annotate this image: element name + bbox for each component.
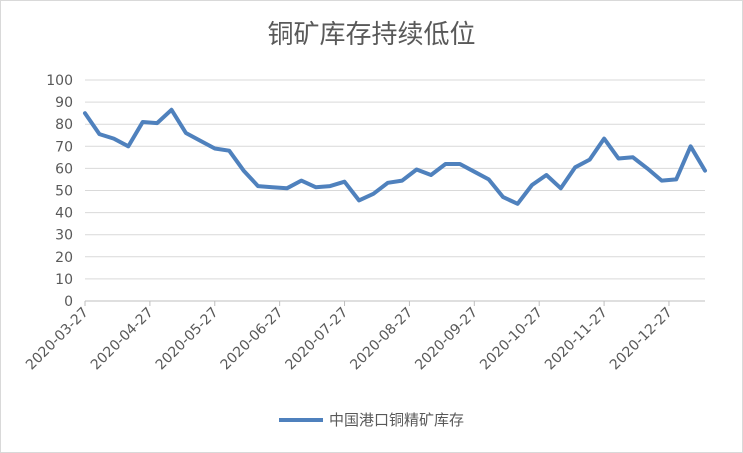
data-point [314, 185, 318, 189]
data-point [400, 179, 404, 183]
data-point [155, 121, 159, 125]
y-tick-label: 80 [55, 117, 73, 133]
data-point [616, 156, 620, 160]
data-point [285, 186, 289, 190]
y-axis: 0 10 20 30 40 50 60 70 80 90 100 [46, 73, 73, 310]
legend-label: 中国港口铜精矿库存 [328, 411, 464, 429]
x-tick-label: 2020-04-27 [88, 305, 157, 374]
data-point [645, 166, 649, 170]
y-tick-label: 10 [55, 272, 73, 288]
chart-title: 铜矿库存持续低位 [267, 20, 476, 50]
data-point [602, 137, 606, 141]
data-point [97, 132, 101, 136]
data-point [472, 170, 476, 174]
data-point [689, 144, 693, 148]
data-point [371, 192, 375, 196]
gridlines [85, 79, 705, 280]
data-point [184, 131, 188, 135]
data-point [674, 177, 678, 181]
x-axis: 2020-03-272020-04-272020-05-272020-06-27… [23, 300, 705, 374]
data-point [343, 180, 347, 184]
x-tick-label: 2020-07-27 [283, 305, 352, 374]
x-tick-label: 2020-03-27 [23, 305, 92, 374]
series-line [83, 107, 707, 206]
data-point [198, 139, 202, 143]
x-tick-label: 2020-06-27 [218, 305, 287, 374]
data-point [544, 173, 548, 177]
y-tick-label: 90 [55, 95, 73, 111]
y-tick-label: 30 [55, 228, 73, 244]
data-point [458, 162, 462, 166]
data-point [631, 155, 635, 159]
data-point [83, 111, 87, 115]
data-point [170, 108, 174, 112]
y-tick-label: 50 [55, 184, 73, 200]
y-tick-label: 60 [55, 161, 73, 177]
data-point [487, 177, 491, 181]
data-point [501, 195, 505, 199]
data-point [213, 147, 217, 151]
x-tick-label: 2020-09-27 [412, 305, 481, 374]
y-tick-label: 20 [55, 250, 73, 266]
data-point [516, 202, 520, 206]
data-point [386, 181, 390, 185]
data-point [703, 169, 707, 173]
data-point [112, 137, 116, 141]
data-point [141, 120, 145, 124]
x-tick-label: 2020-11-27 [542, 305, 611, 374]
data-point [227, 149, 231, 153]
data-point [443, 162, 447, 166]
data-point [328, 184, 332, 188]
series-group [83, 107, 707, 206]
data-point [256, 184, 260, 188]
data-point [415, 168, 419, 172]
y-tick-label: 40 [55, 206, 73, 222]
data-point [242, 169, 246, 173]
data-point [126, 144, 130, 148]
y-tick-label: 100 [46, 73, 73, 89]
x-tick-label: 2020-05-27 [153, 305, 222, 374]
x-tick-label: 2020-08-27 [347, 305, 416, 374]
data-point [270, 185, 274, 189]
legend-swatch [278, 417, 323, 422]
x-tick-label: 2020-12-27 [607, 305, 676, 374]
legend: 中国港口铜精矿库存 [0, 409, 743, 430]
data-point [573, 165, 577, 169]
data-point [299, 179, 303, 183]
data-point [660, 179, 664, 183]
data-point [429, 173, 433, 177]
y-tick-label: 0 [64, 294, 73, 310]
y-tick-label: 70 [55, 139, 73, 155]
x-tick-label: 2020-10-27 [477, 305, 546, 374]
data-point [357, 198, 361, 202]
data-point [559, 186, 563, 190]
data-point [530, 183, 534, 187]
data-point [588, 158, 592, 162]
